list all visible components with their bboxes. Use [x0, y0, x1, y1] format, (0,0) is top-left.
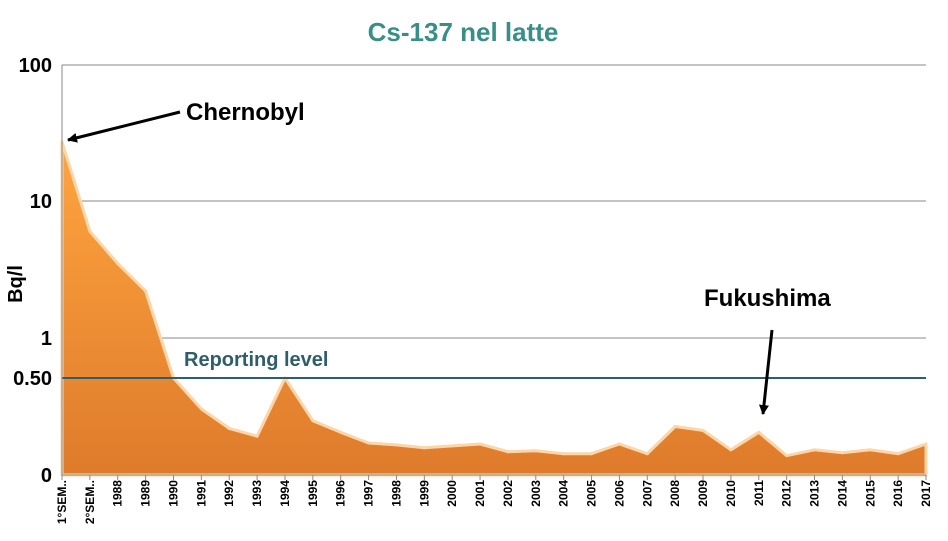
y-tick-label: 0.50 [13, 368, 52, 390]
annotation-fukushima: Fukushima [704, 285, 831, 312]
fukushima-arrow [758, 329, 774, 415]
x-tick-label: 2016 [891, 480, 905, 507]
x-tick-label: 2007 [640, 480, 654, 507]
data-point [896, 452, 900, 456]
data-point [450, 444, 454, 448]
data-point [478, 442, 482, 446]
data-point [840, 451, 844, 455]
data-point [395, 443, 398, 447]
x-tick-label: 2000 [445, 480, 459, 507]
x-tick-label: 2010 [724, 480, 738, 507]
data-point [562, 452, 566, 456]
chernobyl-arrow [67, 110, 181, 143]
data-point [729, 448, 733, 452]
x-tick-label: 2013 [808, 480, 822, 507]
data-point [673, 425, 677, 428]
data-point [701, 428, 705, 432]
data-point [590, 452, 593, 456]
x-tick-label: 2017 [919, 480, 933, 507]
data-point [199, 407, 203, 411]
data-point [227, 426, 231, 430]
x-tick-label: 1996 [334, 480, 348, 507]
data-point [367, 441, 371, 445]
x-tick-label: 1988 [111, 480, 125, 507]
x-tick-label: 1989 [139, 480, 153, 507]
chart-title: Cs-137 nel latte [368, 17, 559, 47]
x-tick-label: 1997 [362, 480, 376, 507]
x-tick-label: 2001 [473, 480, 487, 507]
x-tick-label: 2008 [668, 480, 682, 507]
x-tick-label: 2004 [557, 480, 571, 507]
data-point [617, 442, 621, 446]
data-point [757, 430, 761, 434]
x-tick-label: 1990 [166, 480, 180, 507]
data-point [813, 448, 816, 452]
annotation-chernobyl: Chernobyl [186, 99, 305, 126]
data-point [645, 452, 649, 456]
data-point [785, 454, 789, 458]
y-tick-label: 10 [30, 191, 52, 213]
x-tick-labels: 1°SEM.. 2°SEM.. 1988 1989 1990 1991 1992 1993 19… [55, 480, 933, 524]
x-tick-label: 2005 [585, 480, 599, 507]
data-point [255, 434, 259, 438]
axes [61, 65, 927, 480]
data-point [868, 448, 872, 452]
x-tick-label: 2009 [696, 480, 710, 507]
data-point [311, 419, 315, 423]
x-tick-label: 2014 [835, 480, 849, 507]
x-tick-label: 1992 [222, 480, 236, 507]
gridlines [62, 64, 926, 339]
x-tick-label: 1994 [278, 480, 292, 507]
data-point [534, 449, 538, 453]
data-point [116, 262, 120, 265]
x-tick-label: 1999 [417, 480, 431, 507]
x-tick-label: 1°SEM.. [55, 480, 69, 524]
x-tick-label: 2006 [612, 480, 626, 507]
data-point [506, 450, 510, 454]
data-point [144, 289, 148, 293]
x-tick-label: 2012 [780, 480, 794, 507]
x-tick-label: 1998 [389, 480, 403, 507]
y-tick-labels: 100 10 1 0.50 0 [13, 55, 52, 487]
x-tick-label: 1995 [306, 480, 320, 507]
data-point [422, 446, 426, 450]
x-tick-label: 1993 [250, 480, 264, 507]
data-point [88, 229, 92, 233]
reporting-level-label: Reporting level [184, 349, 328, 371]
y-tick-label: 100 [19, 55, 52, 77]
data-point [924, 442, 928, 446]
x-tick-label: 1991 [194, 480, 208, 507]
data-point [339, 430, 343, 434]
x-tick-label: 2002 [501, 480, 515, 507]
y-tick-label: 1 [41, 328, 52, 350]
y-axis-label: Bq/l [5, 265, 27, 303]
x-tick-label: 2°SEM.. [83, 480, 97, 524]
x-tick-label: 2003 [529, 480, 543, 507]
x-tick-label: 2015 [863, 480, 877, 507]
y-tick-label: 0 [41, 465, 52, 487]
x-tick-label: 2011 [752, 480, 766, 506]
